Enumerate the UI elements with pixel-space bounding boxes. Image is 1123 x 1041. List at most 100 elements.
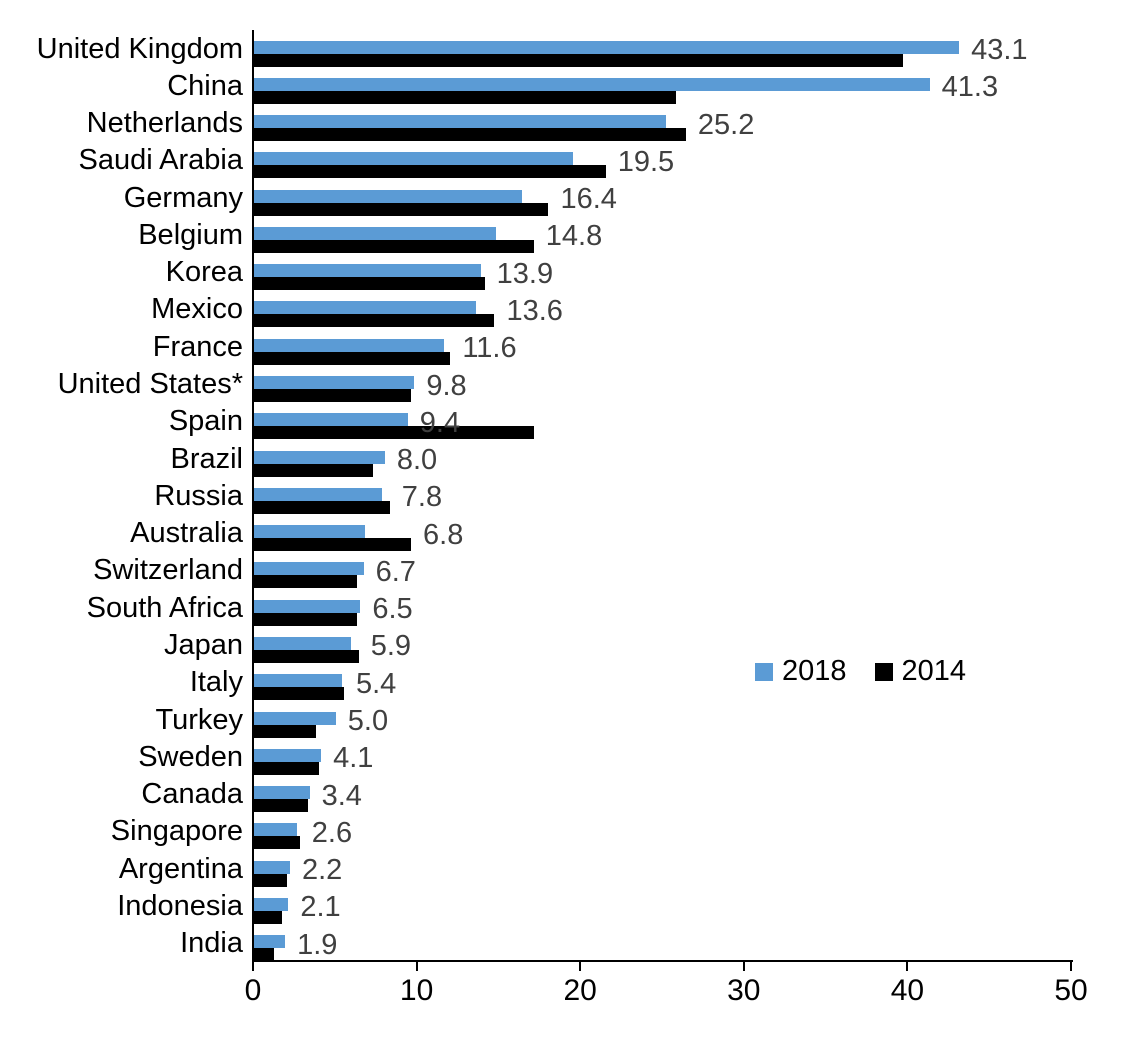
bar-2014 [254,351,451,365]
value-label: 2.2 [301,854,343,887]
category-label: Canada [141,778,243,811]
bar-2018 [254,599,361,613]
value-label: 25.2 [697,108,755,141]
bar-2018 [254,487,382,501]
category-label: Turkey [155,703,243,736]
bar-2018 [254,823,297,837]
value-label: 8.0 [396,444,438,477]
category-label: China [167,69,243,102]
bar-2014 [254,612,358,626]
x-tick-mark [579,962,582,971]
bar-2018 [254,226,497,240]
x-tick-label: 30 [727,974,761,1007]
value-label: 13.6 [506,294,563,327]
value-label: 4.1 [333,742,374,775]
bar-2018 [254,636,351,650]
category-label: Switzerland [93,554,243,587]
bar-2018 [254,338,444,352]
value-label: 13.9 [496,257,554,290]
value-label: 5.0 [347,705,389,738]
legend-label-2014: 2014 [901,655,967,687]
bar-2014 [254,165,606,179]
bar-2018 [254,525,366,539]
bar-2014 [254,239,534,253]
category-label: Japan [163,628,243,661]
bar-2014 [254,910,282,924]
bar-2014 [254,724,317,738]
value-label: 9.4 [419,406,461,439]
category-label: Netherlands [86,107,243,140]
legend-item-2014: 2014 [874,655,967,688]
legend: 2018 2014 [755,655,966,688]
bar-2018 [254,711,336,725]
value-label: 7.8 [401,481,443,514]
bar-2014 [254,687,344,701]
value-label: 1.9 [297,928,338,961]
category-label: France [152,330,243,363]
bar-2018 [254,301,477,315]
value-label: 2.6 [311,816,353,849]
bar-2018 [254,77,930,91]
category-label: India [180,927,243,960]
x-tick-label: 40 [890,974,925,1007]
bar-2018 [254,152,574,166]
bar-2018 [254,413,408,427]
x-tick-mark [252,962,254,971]
bar-2014 [254,761,320,775]
category-label: Russia [154,479,243,512]
value-label: 6.7 [375,555,416,588]
value-label: 16.4 [560,183,617,216]
bar-2014 [254,202,549,216]
category-label: Argentina [118,852,243,885]
value-label: 6.5 [372,593,413,626]
bar-2014 [254,389,412,403]
value-label: 9.8 [426,369,467,402]
x-tick-label: 10 [399,974,434,1007]
bar-2018 [254,40,960,54]
category-label: Belgium [138,218,243,251]
bar-2014 [254,128,686,142]
value-label: 3.4 [321,779,362,812]
legend-swatch-2014 [874,662,893,681]
category-label: Germany [123,181,243,214]
bar-2018 [254,786,310,800]
bar-2014 [254,277,485,291]
bar-2014 [254,873,287,887]
legend-item-2018: 2018 [755,655,847,688]
bar-2018 [254,674,343,688]
bar-2018 [254,897,289,911]
x-axis-line [252,960,1073,962]
bar-2014 [254,649,359,663]
bar-2014 [254,53,904,67]
x-tick-mark [906,962,909,971]
x-tick-mark [742,962,745,971]
category-label: Spain [168,405,243,438]
bar-2014 [254,463,374,477]
category-label: Sweden [138,740,243,773]
category-label: Australia [130,517,243,550]
value-label: 14.8 [545,220,603,253]
bar-2018 [254,189,523,203]
value-label: 19.5 [617,145,675,178]
bar-2014 [254,799,308,813]
category-label: Italy [189,666,243,699]
bar-2014 [254,575,358,589]
category-label: Saudi Arabia [78,144,243,177]
value-label: 41.3 [941,71,999,104]
x-tick-label: 0 [244,974,262,1007]
bar-2018 [254,935,286,949]
category-label: Singapore [110,815,243,848]
x-tick-label: 20 [563,974,597,1007]
x-tick-mark [415,962,418,971]
bar-2018 [254,748,322,762]
bar-2018 [254,264,482,278]
category-label: Mexico [151,293,243,326]
bar-2018 [254,115,667,129]
value-label: 43.1 [971,34,1028,66]
bar-2014 [254,90,677,104]
bar-2014 [254,538,412,552]
bar-2014 [254,500,390,514]
x-tick-label: 50 [1054,974,1088,1007]
category-label: South Africa [86,591,243,624]
